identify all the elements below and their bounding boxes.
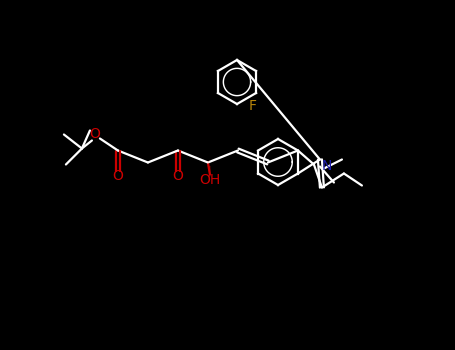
Text: OH: OH [199,173,221,187]
Text: F: F [249,99,257,113]
Text: O: O [172,169,183,183]
Text: |: | [208,165,212,176]
Text: O: O [112,169,123,183]
Text: N: N [322,159,332,173]
Text: O: O [90,127,101,141]
